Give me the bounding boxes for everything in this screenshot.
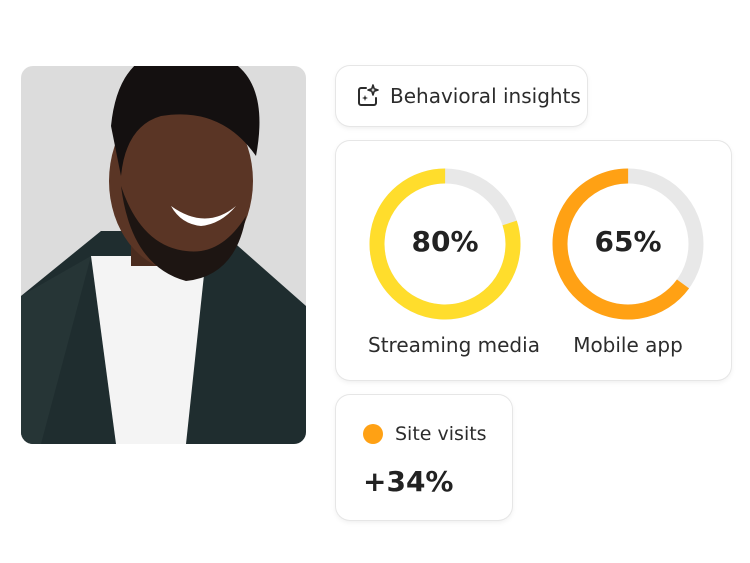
badge-label: Behavioral insights bbox=[390, 84, 581, 108]
donut-streaming-media: 80% Streaming media bbox=[368, 167, 540, 357]
donut-value: 65% bbox=[594, 225, 662, 258]
person-photo bbox=[21, 66, 306, 444]
site-visits-value: +34% bbox=[363, 465, 454, 498]
donut-chart-mobile bbox=[552, 168, 704, 320]
donut-label: Streaming media bbox=[368, 333, 540, 357]
donut-chart-streaming bbox=[369, 168, 521, 320]
site-visits-dot-icon bbox=[363, 424, 383, 444]
behavioral-insights-badge: Behavioral insights bbox=[336, 66, 587, 126]
donut-mobile-app: 65% Mobile app bbox=[551, 167, 705, 357]
site-visits-card: Site visits +34% bbox=[336, 395, 512, 520]
smiling-man-illustration bbox=[21, 66, 306, 444]
site-visits-label: Site visits bbox=[395, 423, 487, 445]
donut-label: Mobile app bbox=[573, 333, 683, 357]
metrics-card: 80% Streaming media 65% Mobile app bbox=[336, 141, 731, 380]
sparkle-image-icon bbox=[358, 84, 379, 106]
donut-fill bbox=[369, 168, 521, 320]
donut-value: 80% bbox=[411, 225, 479, 258]
